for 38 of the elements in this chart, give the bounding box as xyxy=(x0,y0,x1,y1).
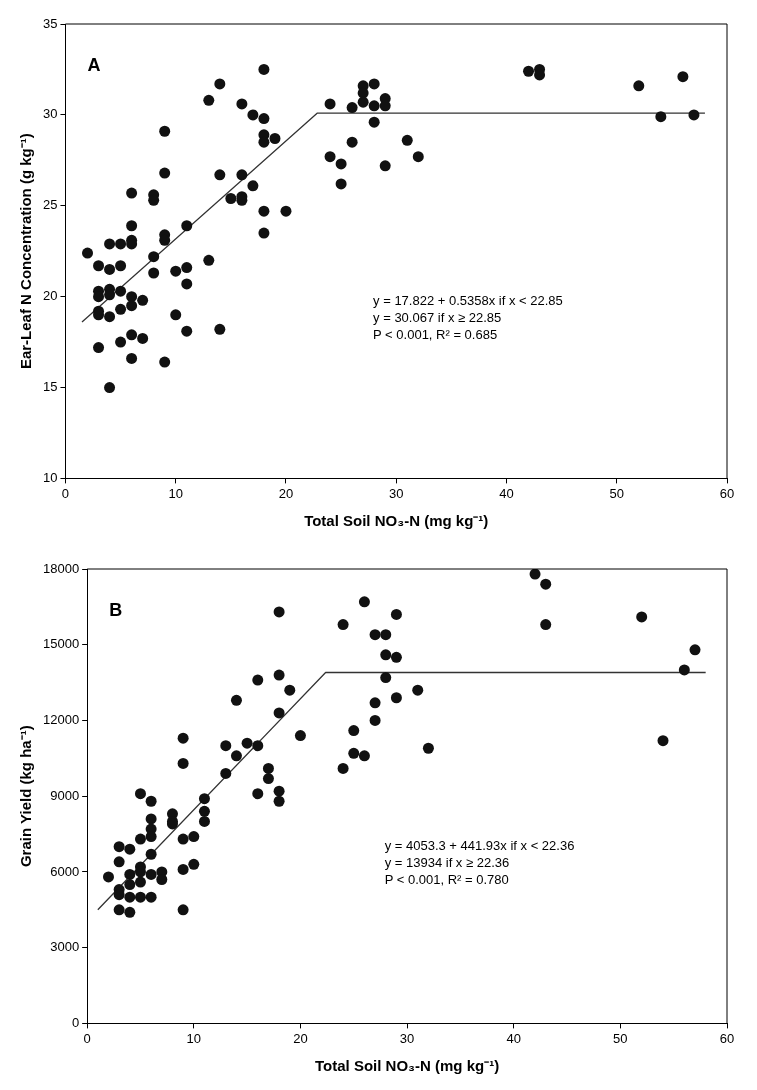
x-tick-label: 40 xyxy=(499,485,514,501)
x-tick-label: 50 xyxy=(613,1030,628,1046)
x-tick-label: 20 xyxy=(278,485,294,501)
y-tick-label: 6000 xyxy=(50,863,80,879)
x-tick-label: 30 xyxy=(389,485,404,501)
x-tick-label: 0 xyxy=(83,1030,91,1046)
annotation: A xyxy=(87,54,101,75)
x-axis-title: Total Soil NO₃-N (mg kg⁻¹) xyxy=(304,512,489,530)
x-tick-label: 10 xyxy=(186,1030,202,1046)
y-tick-label: 12000 xyxy=(42,712,80,728)
x-tick-label: 60 xyxy=(719,1030,735,1046)
x-axis-title: Total Soil NO₃-N (mg kg⁻¹) xyxy=(315,1057,500,1075)
y-tick-label: 35 xyxy=(42,15,58,31)
annotation: P < 0.001, R² = 0.685 xyxy=(373,326,498,342)
x-tick-label: 10 xyxy=(168,485,183,501)
annotation: y = 4053.3 + 441.93x if x < 22.36 xyxy=(384,837,575,853)
x-tick-label: 40 xyxy=(506,1030,521,1046)
x-tick-label: 20 xyxy=(293,1030,308,1046)
annotation: y = 13934 if x ≥ 22.36 xyxy=(384,854,510,870)
y-tick-label: 20 xyxy=(42,288,58,304)
y-tick-label: 25 xyxy=(42,197,58,213)
y-tick-label: 18000 xyxy=(42,560,80,576)
x-tick-label: 30 xyxy=(399,1030,415,1046)
y-axis-title: Grain Yield (kg ha⁻¹) xyxy=(17,725,35,868)
y-tick-label: 15 xyxy=(42,379,58,395)
annotation: P < 0.001, R² = 0.780 xyxy=(384,871,509,887)
y-tick-label: 30 xyxy=(42,106,58,122)
y-axis-title: Ear-Leaf N Concentration (g kg⁻¹) xyxy=(17,133,35,370)
annotation: y = 30.067 if x ≥ 22.85 xyxy=(373,309,502,325)
x-tick-label: 50 xyxy=(609,485,624,501)
annotation: y = 17.822 + 0.5358x if x < 22.85 xyxy=(373,292,563,308)
y-tick-label: 3000 xyxy=(50,939,80,955)
y-tick-label: 10 xyxy=(42,469,58,485)
y-tick-label: 0 xyxy=(71,1014,80,1030)
y-tick-label: 9000 xyxy=(50,787,80,803)
annotation: B xyxy=(109,599,123,620)
x-tick-label: 60 xyxy=(719,485,735,501)
y-tick-label: 15000 xyxy=(42,636,80,652)
